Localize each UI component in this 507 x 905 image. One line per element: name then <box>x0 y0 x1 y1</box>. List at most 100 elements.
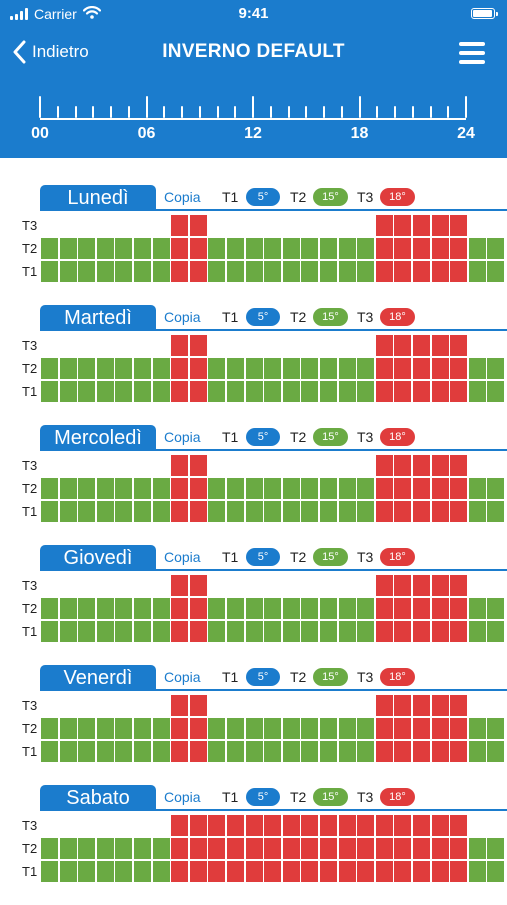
schedule-cell[interactable] <box>430 814 450 837</box>
schedule-cell[interactable] <box>151 597 171 620</box>
schedule-cell[interactable] <box>40 334 60 357</box>
schedule-cell[interactable] <box>114 740 134 763</box>
schedule-cell[interactable] <box>467 597 487 620</box>
schedule-cell[interactable] <box>244 860 264 883</box>
schedule-cell[interactable] <box>151 477 171 500</box>
schedule-cell[interactable] <box>467 334 487 357</box>
schedule-cell[interactable] <box>95 260 115 283</box>
schedule-cell[interactable] <box>263 620 283 643</box>
schedule-cell[interactable] <box>170 717 190 740</box>
schedule-cell[interactable] <box>170 574 190 597</box>
schedule-cell[interactable] <box>393 357 413 380</box>
schedule-cell[interactable] <box>486 620 506 643</box>
schedule-cell[interactable] <box>77 740 97 763</box>
schedule-cell[interactable] <box>486 334 506 357</box>
schedule-cell[interactable] <box>58 814 78 837</box>
schedule-cell[interactable] <box>374 574 394 597</box>
schedule-cell[interactable] <box>263 574 283 597</box>
t2-temperature-badge[interactable]: 15° <box>313 428 348 446</box>
schedule-cell[interactable] <box>486 814 506 837</box>
schedule-cell[interactable] <box>207 597 227 620</box>
schedule-cell[interactable] <box>58 860 78 883</box>
schedule-cell[interactable] <box>393 334 413 357</box>
schedule-cell[interactable] <box>133 454 153 477</box>
schedule-cell[interactable] <box>486 837 506 860</box>
schedule-cell[interactable] <box>263 214 283 237</box>
schedule-cell[interactable] <box>244 357 264 380</box>
copy-button[interactable]: Copia <box>164 669 201 685</box>
schedule-cell[interactable] <box>40 837 60 860</box>
schedule-cell[interactable] <box>467 694 487 717</box>
schedule-cell[interactable] <box>467 574 487 597</box>
schedule-cell[interactable] <box>151 237 171 260</box>
schedule-cell[interactable] <box>356 620 376 643</box>
schedule-cell[interactable] <box>449 837 469 860</box>
schedule-cell[interactable] <box>244 260 264 283</box>
schedule-cell[interactable] <box>281 454 301 477</box>
schedule-cell[interactable] <box>467 860 487 883</box>
schedule-cell[interactable] <box>151 837 171 860</box>
schedule-cell[interactable] <box>430 597 450 620</box>
schedule-cell[interactable] <box>244 837 264 860</box>
schedule-cell[interactable] <box>77 500 97 523</box>
schedule-cell[interactable] <box>467 500 487 523</box>
schedule-cell[interactable] <box>300 717 320 740</box>
schedule-cell[interactable] <box>170 357 190 380</box>
schedule-cell[interactable] <box>133 574 153 597</box>
schedule-cell[interactable] <box>337 500 357 523</box>
schedule-cell[interactable] <box>95 860 115 883</box>
schedule-cell[interactable] <box>374 477 394 500</box>
schedule-cell[interactable] <box>449 717 469 740</box>
schedule-cell[interactable] <box>263 357 283 380</box>
schedule-cell[interactable] <box>319 860 339 883</box>
schedule-cell[interactable] <box>449 380 469 403</box>
schedule-cell[interactable] <box>412 357 432 380</box>
schedule-cell[interactable] <box>263 477 283 500</box>
t1-temperature-badge[interactable]: 5° <box>246 428 280 446</box>
schedule-cell[interactable] <box>319 597 339 620</box>
schedule-cell[interactable] <box>188 740 208 763</box>
schedule-cell[interactable] <box>170 694 190 717</box>
copy-button[interactable]: Copia <box>164 429 201 445</box>
schedule-cell[interactable] <box>77 837 97 860</box>
schedule-cell[interactable] <box>263 380 283 403</box>
schedule-cell[interactable] <box>58 334 78 357</box>
schedule-cell[interactable] <box>114 597 134 620</box>
schedule-cell[interactable] <box>226 357 246 380</box>
schedule-cell[interactable] <box>430 454 450 477</box>
schedule-cell[interactable] <box>244 380 264 403</box>
schedule-cell[interactable] <box>226 237 246 260</box>
schedule-cell[interactable] <box>58 260 78 283</box>
schedule-cell[interactable] <box>467 477 487 500</box>
schedule-cell[interactable] <box>133 237 153 260</box>
schedule-cell[interactable] <box>467 837 487 860</box>
schedule-cell[interactable] <box>95 694 115 717</box>
schedule-cell[interactable] <box>133 214 153 237</box>
schedule-cell[interactable] <box>356 357 376 380</box>
schedule-cell[interactable] <box>337 260 357 283</box>
schedule-cell[interactable] <box>40 214 60 237</box>
schedule-cell[interactable] <box>449 860 469 883</box>
t3-temperature-badge[interactable]: 18° <box>380 548 415 566</box>
schedule-cell[interactable] <box>319 260 339 283</box>
schedule-cell[interactable] <box>114 454 134 477</box>
schedule-cell[interactable] <box>337 334 357 357</box>
schedule-cell[interactable] <box>374 597 394 620</box>
schedule-cell[interactable] <box>170 477 190 500</box>
schedule-cell[interactable] <box>77 597 97 620</box>
schedule-cell[interactable] <box>95 574 115 597</box>
schedule-cell[interactable] <box>207 214 227 237</box>
schedule-cell[interactable] <box>226 334 246 357</box>
schedule-cell[interactable] <box>188 814 208 837</box>
schedule-cell[interactable] <box>412 597 432 620</box>
schedule-cell[interactable] <box>300 357 320 380</box>
schedule-cell[interactable] <box>374 694 394 717</box>
schedule-cell[interactable] <box>486 237 506 260</box>
schedule-cell[interactable] <box>95 597 115 620</box>
schedule-cell[interactable] <box>486 380 506 403</box>
schedule-cell[interactable] <box>300 814 320 837</box>
schedule-cell[interactable] <box>430 837 450 860</box>
schedule-cell[interactable] <box>188 620 208 643</box>
schedule-cell[interactable] <box>226 837 246 860</box>
schedule-cell[interactable] <box>486 694 506 717</box>
